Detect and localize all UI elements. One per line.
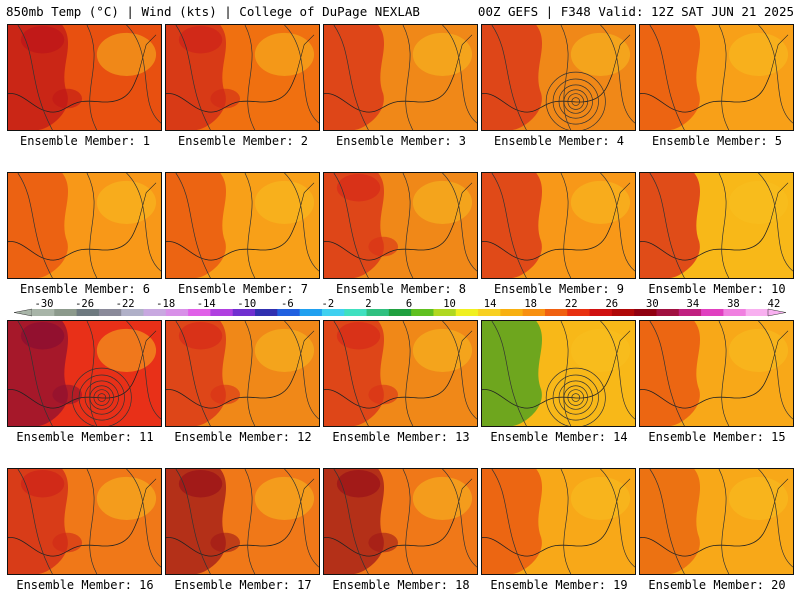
ensemble-member-label: Ensemble Member: 2 — [177, 134, 309, 148]
colorbar-swatch — [723, 309, 747, 316]
colorbar-swatch — [634, 309, 657, 316]
colorbar-min-arrow — [13, 308, 33, 317]
ensemble-member-map — [481, 320, 636, 427]
colorbar-swatch — [567, 309, 590, 316]
colorbar-swatch — [54, 309, 78, 316]
colorbar-swatch — [589, 309, 613, 316]
ensemble-member-label: Ensemble Member: 13 — [332, 430, 470, 444]
colorbar-swatch — [544, 309, 568, 316]
colorbar-swatch — [121, 309, 144, 316]
colorbar-tick-label: 34 — [687, 298, 700, 310]
colorbar-swatch — [344, 309, 367, 316]
colorbar-tick-label: 26 — [605, 298, 618, 310]
colorbar-tick-label: 38 — [727, 298, 740, 310]
ensemble-member-label: Ensemble Member: 1 — [19, 134, 151, 148]
colorbar-tick-label: -6 — [281, 298, 294, 310]
colorbar-tick-label: -30 — [35, 298, 54, 310]
colorbar-tick-label: 18 — [524, 298, 537, 310]
colorbar-tick-label: 22 — [565, 298, 578, 310]
ensemble-member-map — [323, 320, 478, 427]
ensemble-member-label: Ensemble Member: 14 — [490, 430, 628, 444]
colorbar-swatch — [455, 309, 479, 316]
ensemble-member-label: Ensemble Member: 16 — [16, 578, 154, 592]
colorbar-swatch — [277, 309, 301, 316]
colorbar-tick-label: 14 — [484, 298, 497, 310]
colorbar-swatch — [98, 309, 122, 316]
colorbar-swatch — [411, 309, 434, 316]
colorbar-swatch — [388, 309, 412, 316]
ensemble-member-label: Ensemble Member: 12 — [174, 430, 312, 444]
colorbar-tick-label: -10 — [237, 298, 256, 310]
ensemble-member-label: Ensemble Member: 8 — [335, 282, 467, 296]
ensemble-member-label: Ensemble Member: 19 — [490, 578, 628, 592]
ensemble-member-map — [481, 172, 636, 279]
colorbar-tick-label: 2 — [365, 298, 371, 310]
ensemble-member-label: Ensemble Member: 4 — [493, 134, 625, 148]
colorbar-swatch — [321, 309, 345, 316]
ensemble-member-map — [323, 24, 478, 131]
colorbar-tick-label: -26 — [75, 298, 94, 310]
colorbar-tick-label: 42 — [768, 298, 781, 310]
colorbar-swatch — [745, 309, 769, 316]
colorbar-tick-label: 6 — [406, 298, 412, 310]
ensemble-member-map — [639, 320, 794, 427]
ensemble-member-map — [323, 468, 478, 575]
ensemble-member-label: Ensemble Member: 7 — [177, 282, 309, 296]
colorbar-swatch — [232, 309, 256, 316]
colorbar-tick-label: -14 — [197, 298, 216, 310]
colorbar-swatch — [678, 309, 702, 316]
ensemble-member-map — [165, 320, 320, 427]
ensemble-member-map — [7, 468, 162, 575]
colorbar-swatch — [255, 309, 278, 316]
ensemble-member-map — [481, 24, 636, 131]
ensemble-member-map — [165, 468, 320, 575]
colorbar-swatch — [188, 309, 211, 316]
colorbar-swatch — [433, 309, 457, 316]
ensemble-member-map — [165, 172, 320, 279]
colorbar-swatch — [210, 309, 234, 316]
ensemble-member-map — [639, 172, 794, 279]
ensemble-member-label: Ensemble Member: 15 — [648, 430, 786, 444]
colorbar-swatch — [32, 309, 55, 316]
ensemble-member-label: Ensemble Member: 5 — [651, 134, 783, 148]
colorbar-tick-label: 10 — [443, 298, 456, 310]
ensemble-member-label: Ensemble Member: 10 — [648, 282, 786, 296]
colorbar-tick-label: -18 — [156, 298, 175, 310]
ensemble-member-label: Ensemble Member: 11 — [16, 430, 154, 444]
ensemble-member-map — [639, 24, 794, 131]
colorbar-swatch — [478, 309, 501, 316]
colorbar-tick-label: -2 — [322, 298, 335, 310]
model-run-valid-time: 00Z GEFS | F348 Valid: 12Z SAT JUN 21 20… — [477, 4, 794, 19]
ensemble-member-label: Ensemble Member: 20 — [648, 578, 786, 592]
map-title: 850mb Temp (°C) | Wind (kts) | College o… — [6, 4, 420, 19]
colorbar-tick-label: -22 — [116, 298, 135, 310]
colorbar-swatch — [701, 309, 724, 316]
ensemble-member-map — [7, 24, 162, 131]
colorbar-swatch — [611, 309, 635, 316]
colorbar-swatch — [299, 309, 323, 316]
colorbar-max-arrow — [767, 308, 787, 317]
ensemble-member-label: Ensemble Member: 18 — [332, 578, 470, 592]
colorbar-swatch — [143, 309, 167, 316]
ensemble-member-label: Ensemble Member: 6 — [19, 282, 151, 296]
colorbar-swatch — [656, 309, 680, 316]
colorbar-tick-label: 30 — [646, 298, 659, 310]
ensemble-member-label: Ensemble Member: 3 — [335, 134, 467, 148]
ensemble-member-label: Ensemble Member: 17 — [174, 578, 312, 592]
colorbar-swatch — [366, 309, 390, 316]
ensemble-member-label: Ensemble Member: 9 — [493, 282, 625, 296]
colorbar-swatch — [76, 309, 100, 316]
ensemble-member-map — [639, 468, 794, 575]
ensemble-member-map — [323, 172, 478, 279]
ensemble-member-map — [481, 468, 636, 575]
ensemble-member-map — [7, 172, 162, 279]
colorbar-swatch — [500, 309, 524, 316]
temperature-colorbar: -30 -26 -22 -18 -14 -10 -6 -2 2 6 10 14 18 22 26 30 34 38… — [13, 298, 787, 317]
colorbar-swatch — [522, 309, 546, 316]
colorbar-swatch — [165, 309, 189, 316]
ensemble-member-map — [165, 24, 320, 131]
ensemble-member-map — [7, 320, 162, 427]
